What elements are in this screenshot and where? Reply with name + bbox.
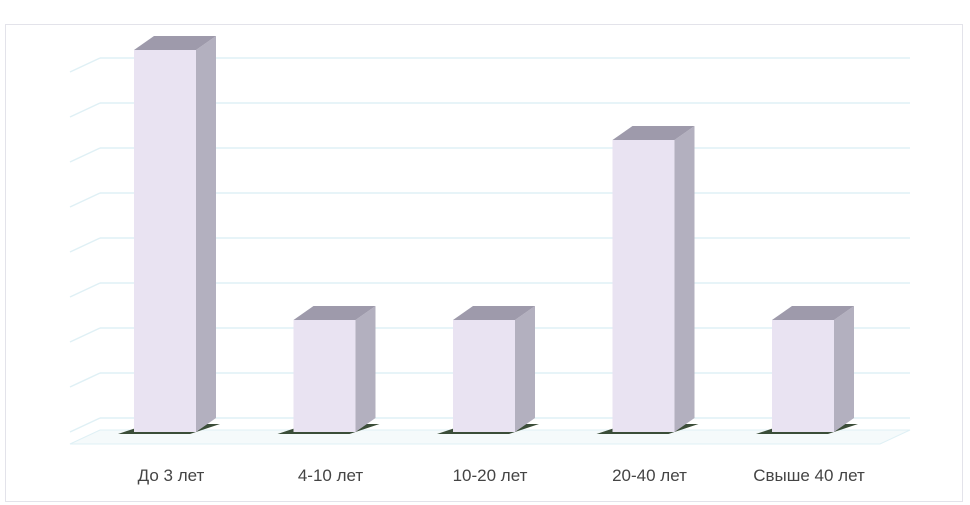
bar-3	[437, 306, 539, 434]
bar-front	[134, 50, 196, 432]
bar-side	[196, 36, 216, 432]
bar-side	[674, 126, 695, 432]
bar-1	[118, 36, 220, 434]
gridline-side	[69, 57, 101, 73]
bar-top	[134, 36, 216, 50]
bar-front	[772, 320, 834, 432]
bar-top	[293, 306, 376, 320]
gridline-side	[69, 237, 101, 253]
bar-top	[772, 306, 854, 320]
bar-front	[453, 320, 515, 432]
category-label: 4-10 лет	[298, 466, 364, 485]
gridline-side	[69, 147, 101, 163]
bar-4	[596, 126, 699, 434]
bar-top	[453, 306, 535, 320]
gridline-side	[69, 102, 101, 118]
bar-side	[355, 306, 376, 432]
gridline-side	[69, 417, 101, 433]
gridline-side	[69, 282, 101, 298]
gridline-side	[69, 327, 101, 343]
gridline-side	[69, 192, 101, 208]
bar-5	[756, 306, 858, 434]
category-label: 10-20 лет	[453, 466, 528, 485]
bar-side	[834, 306, 854, 432]
bars	[118, 36, 858, 434]
category-label: Свыше 40 лет	[753, 466, 865, 485]
category-labels: До 3 лет 4-10 лет 10-20 лет 20-40 лет Свыше …	[138, 466, 865, 485]
gridline-side	[69, 372, 101, 388]
bar-top	[612, 126, 695, 140]
category-label: До 3 лет	[138, 466, 205, 485]
bar-front	[612, 140, 675, 432]
category-label: 20-40 лет	[612, 466, 687, 485]
bar-2	[277, 306, 380, 434]
bar-front	[293, 320, 356, 432]
bar-side	[515, 306, 535, 432]
